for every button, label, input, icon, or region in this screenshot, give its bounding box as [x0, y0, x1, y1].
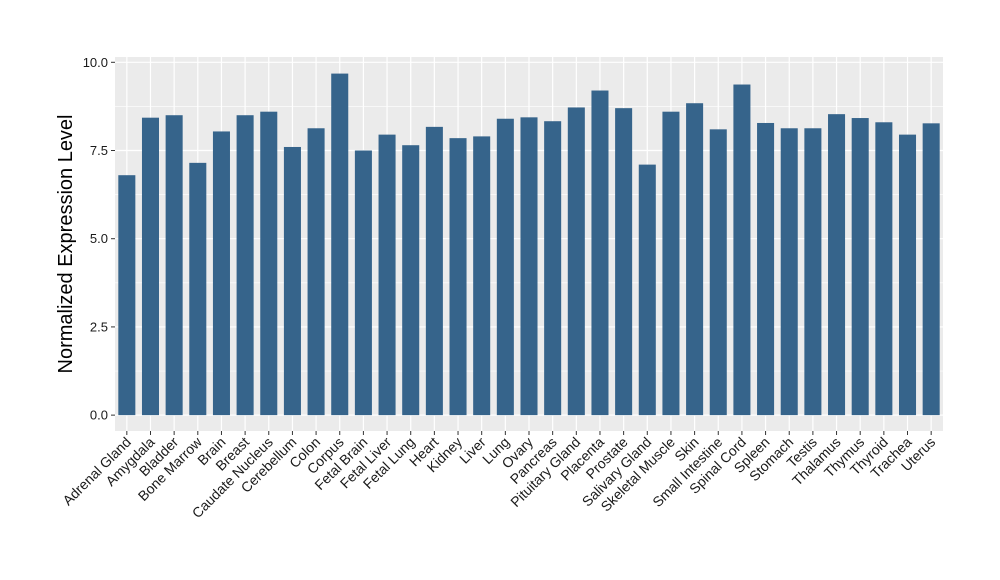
- bar: [922, 123, 940, 416]
- bar: [828, 114, 846, 416]
- bar: [544, 121, 562, 416]
- bar: [402, 145, 420, 416]
- y-tick-label: 10.0: [83, 55, 108, 70]
- y-axis-title: Normalized Expression Level: [55, 114, 77, 373]
- bar: [898, 134, 917, 416]
- y-axis: 0.0 2.5 5.0 7.5 10.0: [83, 55, 115, 423]
- bar: [520, 117, 538, 416]
- bar: [331, 73, 349, 416]
- bar: [638, 164, 656, 416]
- bar: [189, 162, 207, 416]
- bar: [449, 138, 467, 416]
- bar: [709, 129, 727, 416]
- bar: [212, 131, 230, 416]
- bar: [283, 146, 301, 416]
- bar: [165, 115, 183, 416]
- bar: [496, 118, 514, 416]
- bar: [804, 128, 822, 416]
- bar: [260, 111, 278, 416]
- bar: [591, 90, 609, 416]
- bar: [236, 115, 254, 416]
- bar: [425, 126, 443, 416]
- bar: [875, 122, 893, 416]
- y-tick-label: 0.0: [90, 408, 108, 423]
- bar: [615, 108, 633, 416]
- bar: [307, 128, 325, 416]
- bar: [473, 136, 491, 416]
- y-tick-label: 7.5: [90, 143, 108, 158]
- bar: [378, 134, 396, 416]
- bar: [757, 122, 775, 416]
- bar: [780, 128, 798, 416]
- y-tick-label: 2.5: [90, 319, 108, 334]
- y-tick-label: 5.0: [90, 231, 108, 246]
- bars: [118, 73, 940, 416]
- bar: [686, 103, 704, 416]
- bar: [354, 150, 372, 416]
- bar: [851, 118, 869, 416]
- bar: [118, 175, 136, 416]
- bar: [662, 111, 680, 416]
- bar: [141, 117, 160, 416]
- bar: [733, 84, 751, 416]
- bar: [567, 107, 585, 416]
